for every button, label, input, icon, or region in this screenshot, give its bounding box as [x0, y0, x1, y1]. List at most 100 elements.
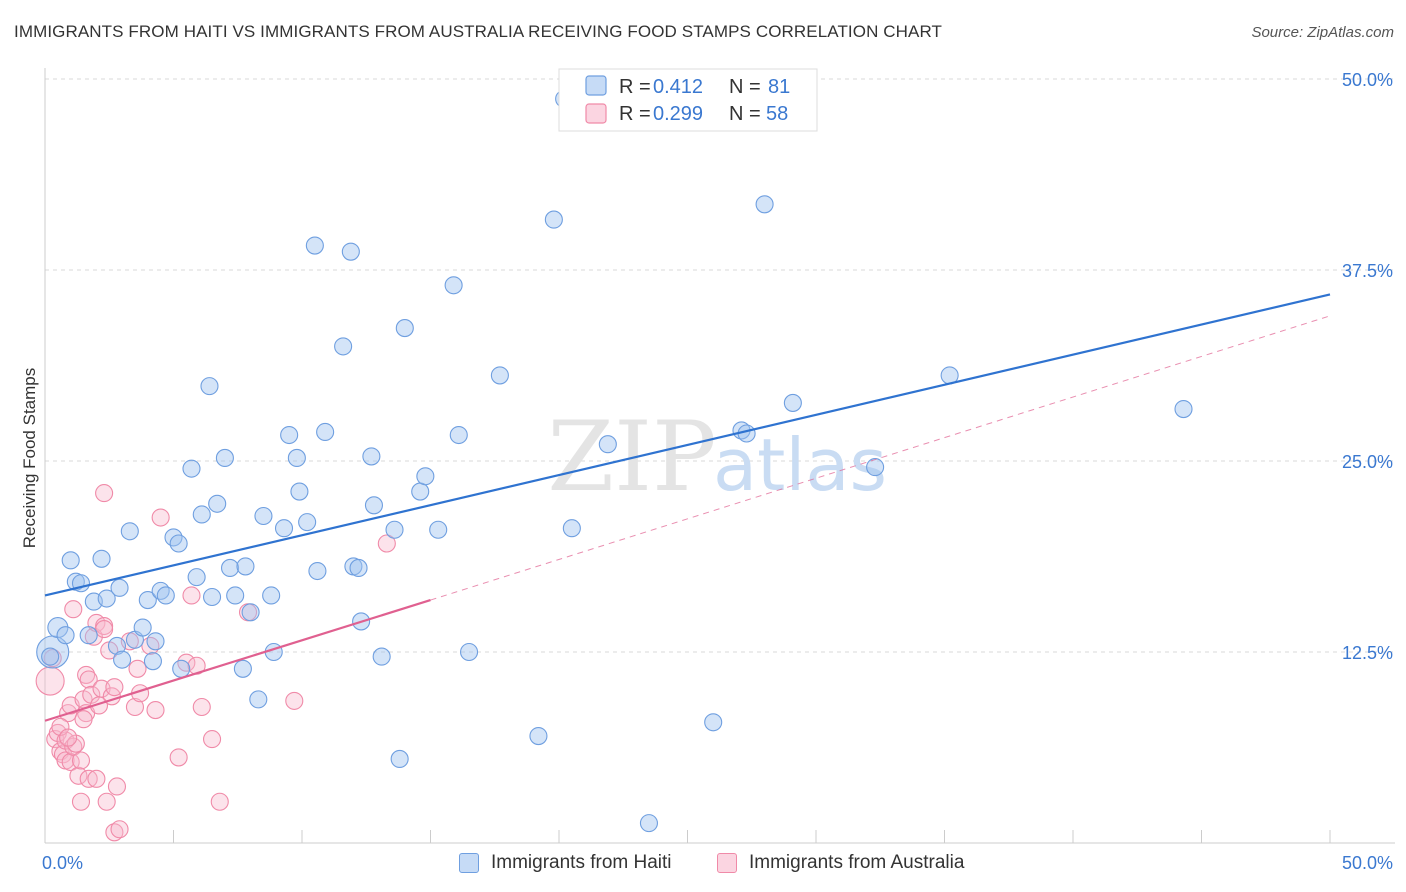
- haiti-point-63: [449, 425, 468, 445]
- australia-point-20: [79, 769, 98, 788]
- haiti-point-17: [143, 652, 162, 671]
- haiti-point-70: [598, 435, 617, 454]
- haiti-point-41: [280, 425, 299, 445]
- haiti-point-35: [241, 603, 260, 622]
- legend-r-value-australia: 0.299: [653, 103, 703, 125]
- legend-label-haiti: Immigrants from Haiti: [491, 852, 672, 873]
- legend-swatch-australia: [585, 103, 607, 124]
- australia-point-56: [59, 728, 78, 747]
- australia-point-54: [71, 751, 91, 770]
- haiti-point-58: [395, 319, 414, 338]
- haiti-point-61: [429, 520, 448, 539]
- haiti-point-48: [334, 337, 353, 356]
- legend-r-label-australia: R =: [619, 103, 651, 125]
- haiti-point-3: [61, 551, 80, 570]
- australia-point-28: [95, 484, 114, 503]
- trend-lines: [44, 293, 1331, 722]
- haiti-point-22: [169, 534, 188, 553]
- haiti-point-15: [133, 618, 152, 637]
- haiti-point-25: [187, 568, 206, 587]
- trend-line-haiti: [44, 293, 1331, 597]
- legend-n-label-australia: N =: [729, 103, 761, 125]
- haiti-point-49: [341, 242, 360, 261]
- legend-swatch-haiti: [585, 75, 607, 96]
- australia-point-15: [71, 792, 91, 811]
- haiti-point-68: [562, 519, 581, 538]
- australia-point-38: [128, 659, 147, 678]
- australia-point-41: [146, 701, 165, 720]
- haiti-point-76: [783, 393, 802, 412]
- legend-swatch-australia-bottom: [717, 853, 737, 873]
- australia-point-14: [69, 766, 88, 785]
- australia-point-0: [35, 666, 65, 696]
- australia-point-51: [285, 691, 304, 710]
- haiti-point-6: [79, 626, 98, 645]
- y-axis-label: Receiving Food Stamps: [20, 368, 39, 548]
- haiti-point-27: [200, 377, 219, 396]
- haiti-point-57: [390, 749, 409, 769]
- haiti-point-12: [113, 650, 132, 669]
- haiti-point-24: [182, 459, 201, 478]
- y-tick-label-3: 50.0%: [1342, 70, 1393, 90]
- haiti-point-67: [544, 210, 563, 229]
- legend-swatch-haiti-bottom: [459, 853, 479, 873]
- haiti-point-30: [215, 448, 234, 467]
- australia-point-34: [107, 777, 127, 796]
- australia-point-19: [79, 670, 98, 689]
- y-tick-label-1: 25.0%: [1342, 452, 1393, 472]
- trend-line-australia: [44, 598, 431, 722]
- australia-point-52: [377, 534, 396, 553]
- haiti-point-42: [287, 448, 306, 467]
- australia-point-37: [125, 697, 144, 717]
- haiti-point-59: [411, 482, 430, 501]
- haiti-point-43: [290, 482, 309, 501]
- haiti-point-60: [416, 467, 435, 486]
- haiti-point-77: [866, 458, 885, 477]
- legend-n-value-australia: 58: [766, 103, 788, 125]
- haiti-point-40: [274, 519, 294, 538]
- haiti-point-10: [107, 636, 127, 655]
- haiti-point-32: [226, 586, 245, 605]
- haiti-point-28: [203, 587, 222, 607]
- haiti-point-72: [704, 713, 723, 732]
- legend-item-australia: Immigrants from Australia: [717, 852, 964, 874]
- haiti-point-11: [110, 578, 129, 597]
- haiti-point-79: [1174, 399, 1193, 419]
- haiti-point-53: [362, 447, 381, 466]
- australia-point-13: [64, 600, 83, 619]
- haiti-point-44: [298, 513, 317, 532]
- source-label: Source: ZipAtlas.com: [1251, 24, 1394, 41]
- australia-point-57: [74, 710, 93, 729]
- x-tick-label-0: 0.0%: [42, 853, 83, 873]
- haiti-point-54: [364, 496, 384, 515]
- haiti-point-56: [385, 520, 404, 539]
- haiti-point-20: [156, 586, 175, 605]
- x-tick-label-1: 50.0%: [1342, 853, 1393, 873]
- haiti-point-47: [316, 422, 335, 442]
- watermark-atlas: atlas: [713, 423, 887, 507]
- trend-line-australia-extended: [430, 315, 1331, 601]
- haiti-point-29: [208, 494, 227, 513]
- haiti-point-31: [220, 558, 240, 578]
- series-australia-points: [35, 484, 396, 842]
- australia-point-27: [95, 620, 114, 639]
- haiti-point-13: [120, 522, 139, 541]
- chart-title: IMMIGRANTS FROM HAITI VS IMMIGRANTS FROM…: [14, 22, 943, 41]
- legend-bottom: Immigrants from Haiti Immigrants from Au…: [0, 852, 1406, 878]
- haiti-point-36: [249, 690, 268, 709]
- australia-point-42: [151, 508, 170, 527]
- haiti-point-9: [97, 589, 116, 608]
- haiti-point-18: [146, 632, 165, 651]
- australia-point-47: [192, 697, 211, 717]
- haiti-point-64: [459, 642, 479, 662]
- y-tick-label-2: 37.5%: [1342, 261, 1393, 281]
- haiti-point-46: [308, 561, 327, 581]
- haiti-point-16: [138, 590, 157, 610]
- haiti-point-71: [639, 814, 659, 833]
- australia-point-29: [97, 792, 116, 811]
- haiti-point-51: [349, 558, 368, 578]
- legend-n-value-haiti: 81: [768, 76, 790, 98]
- haiti-point-33: [233, 659, 252, 678]
- australia-point-23: [87, 769, 106, 788]
